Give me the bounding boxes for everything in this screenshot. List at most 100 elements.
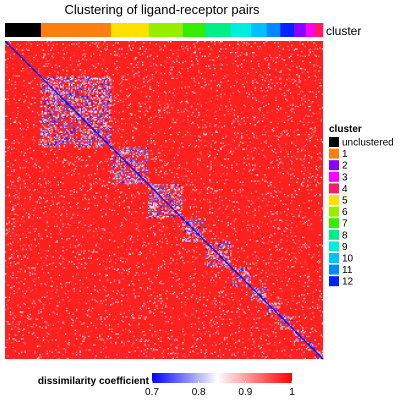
heatmap-cell xyxy=(96,49,99,51)
heatmap-cell xyxy=(217,272,220,274)
heatmap-cell xyxy=(177,125,179,127)
heatmap-cell xyxy=(176,296,178,298)
heatmap-cell xyxy=(223,125,226,127)
heatmap-cell xyxy=(56,241,58,243)
heatmap-cell xyxy=(33,56,35,59)
heatmap-cell xyxy=(24,99,26,102)
heatmap-cell xyxy=(277,323,280,325)
heatmap-cell xyxy=(6,321,8,323)
heatmap-cell xyxy=(297,93,299,95)
heatmap-cell xyxy=(121,191,123,193)
heatmap-cell xyxy=(49,213,51,215)
heatmap-cell xyxy=(244,77,247,80)
heatmap-cell xyxy=(55,109,57,111)
heatmap-cell xyxy=(122,261,124,263)
heatmap-cell xyxy=(278,267,281,269)
heatmap-cell xyxy=(193,92,195,94)
heatmap-cell xyxy=(157,186,160,188)
heatmap-cell xyxy=(105,295,107,297)
heatmap-cell xyxy=(276,248,278,251)
heatmap-cell xyxy=(252,202,254,204)
heatmap-cell xyxy=(280,135,282,137)
heatmap-cell xyxy=(211,140,214,142)
heatmap-cell xyxy=(170,292,172,295)
heatmap-cell xyxy=(278,136,281,138)
heatmap-cell xyxy=(18,99,20,102)
heatmap-cell xyxy=(121,319,123,322)
heatmap-cell xyxy=(172,292,174,295)
heatmap-cell xyxy=(234,234,237,236)
heatmap-cell xyxy=(72,352,74,355)
heatmap-cell xyxy=(167,192,170,195)
heatmap-cell xyxy=(151,350,154,352)
heatmap-cell xyxy=(63,158,66,160)
heatmap-cell xyxy=(116,164,118,166)
heatmap-cell xyxy=(203,133,205,136)
heatmap-cell xyxy=(88,202,90,204)
heatmap-cell xyxy=(190,53,193,55)
heatmap-cell xyxy=(195,311,198,313)
heatmap-cell xyxy=(261,89,264,92)
heatmap-cell xyxy=(18,121,20,124)
heatmap-cell xyxy=(214,306,216,308)
heatmap-cell xyxy=(148,202,150,204)
heatmap-cell xyxy=(28,316,30,318)
heatmap-cell xyxy=(16,148,18,150)
heatmap-cell xyxy=(84,76,86,78)
heatmap-cell xyxy=(93,218,95,220)
heatmap-cell xyxy=(124,141,127,143)
heatmap-cell xyxy=(100,196,102,198)
heatmap-cell xyxy=(137,235,139,237)
heatmap-cell xyxy=(199,136,201,138)
heatmap-cell xyxy=(46,65,48,67)
heatmap-cell xyxy=(176,58,178,60)
heatmap-cell xyxy=(97,42,100,44)
heatmap-cell xyxy=(160,280,162,283)
heatmap-cell xyxy=(296,321,298,323)
heatmap-cell xyxy=(38,235,40,237)
heatmap-cell xyxy=(38,310,40,312)
heatmap-cell xyxy=(189,170,192,172)
heatmap-cell xyxy=(29,247,31,250)
heatmap-cell xyxy=(217,219,220,221)
heatmap-cell xyxy=(222,310,225,312)
heatmap-cell xyxy=(266,334,269,336)
heatmap-cell xyxy=(181,76,183,78)
heatmap-cell xyxy=(297,54,299,56)
heatmap-cell xyxy=(34,284,36,286)
heatmap-cell xyxy=(287,132,289,135)
heatmap-cell xyxy=(71,169,73,171)
heatmap-cell xyxy=(228,299,231,301)
heatmap-cell xyxy=(292,96,294,98)
heatmap-cell xyxy=(316,270,319,273)
heatmap-cell xyxy=(66,173,68,175)
heatmap-cell xyxy=(71,193,73,196)
heatmap-cell xyxy=(82,217,84,219)
heatmap-cell xyxy=(276,296,278,298)
heatmap-cell xyxy=(212,140,215,142)
heatmap-cell xyxy=(203,303,205,306)
heatmap-cell xyxy=(162,351,165,354)
heatmap-cell xyxy=(303,63,305,65)
heatmap-cell xyxy=(137,176,139,179)
heatmap-cell xyxy=(9,248,12,251)
heatmap-cell xyxy=(204,261,206,263)
heatmap-cell xyxy=(182,257,184,259)
heatmap-cell xyxy=(140,252,143,254)
heatmap-cell xyxy=(74,143,77,146)
heatmap-cell xyxy=(23,208,25,210)
heatmap-cell xyxy=(56,313,58,316)
heatmap-cell xyxy=(159,152,161,154)
heatmap-cell xyxy=(211,49,214,51)
heatmap-cell xyxy=(280,191,282,193)
heatmap-cell xyxy=(292,247,294,250)
heatmap-cell xyxy=(149,87,151,89)
heatmap-cell xyxy=(155,169,157,171)
heatmap-cell xyxy=(198,48,200,50)
heatmap-cell xyxy=(234,118,237,120)
heatmap-cell xyxy=(216,330,218,333)
heatmap-cell xyxy=(258,120,260,122)
heatmap-cell xyxy=(319,108,321,110)
heatmap-cell xyxy=(297,148,299,150)
heatmap-cell xyxy=(201,126,204,128)
